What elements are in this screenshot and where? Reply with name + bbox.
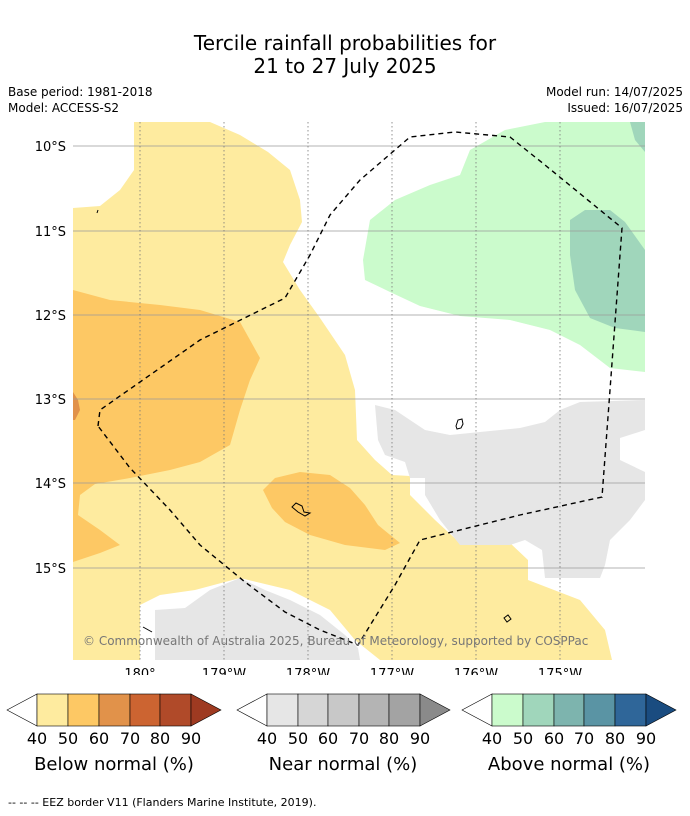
tick-label: 60 (89, 729, 109, 748)
colorbar-near-normal (236, 693, 451, 727)
colorbar-near-arrow-high (419, 693, 451, 727)
colorbar-near-cell (358, 693, 390, 727)
meta-right: Model run: 14/07/2025 Issued: 16/07/2025 (546, 84, 683, 116)
colorbar-near-arrow-low (236, 693, 268, 727)
above-normal-50-60-corner (630, 122, 645, 152)
lat-labels: 10°S 11°S 12°S 13°S 14°S 15°S (35, 140, 66, 577)
map-area: © Commonwealth of Australia 2025, Bureau… (73, 122, 645, 660)
model-run: Model run: 14/07/2025 (545, 85, 683, 99)
base-period: Base period: 1981-2018 (8, 85, 153, 99)
lat-label: 12°S (35, 309, 66, 324)
colorbar-below-cell (67, 693, 100, 727)
title-line-1: Tercile rainfall probabilities for (193, 31, 497, 55)
copyright-credit: © Commonwealth of Australia 2025, Bureau… (83, 634, 588, 648)
tick-label: 60 (318, 729, 338, 748)
lon-label: 177°W (370, 667, 414, 675)
lat-label: 13°S (35, 393, 66, 408)
colorbar-below-cell (159, 693, 192, 727)
tick-label: 90 (181, 729, 201, 748)
island-outline (291, 502, 312, 517)
colorbar-above-cell (522, 693, 555, 727)
legend: 40 50 60 70 80 90 Below normal (%) 40 50… (6, 693, 677, 775)
lon-label: 175°W (538, 667, 582, 675)
tick-label: 70 (120, 729, 140, 748)
legend-near-title: Near normal (%) (269, 754, 418, 775)
gridlines (73, 122, 645, 660)
tick-label: 60 (544, 729, 564, 748)
lat-label: 11°S (35, 225, 66, 240)
lon-label: 180° (124, 667, 155, 675)
lon-labels: 180° 179°W 178°W 177°W 176°W 175°W (124, 667, 582, 675)
tick-label: 50 (513, 729, 533, 748)
meta-left: Base period: 1981-2018 Model: ACCESS-S2 (8, 84, 153, 116)
tick-label: 40 (257, 729, 277, 748)
eez-border (97, 131, 623, 646)
lon-label: 176°W (454, 667, 498, 675)
colorbar-near-cell (327, 693, 360, 727)
lat-label: 14°S (35, 477, 66, 492)
near-normal-south-region (155, 578, 360, 660)
model-name: Model: ACCESS-S2 (8, 101, 120, 115)
below-normal-50-60-centre (263, 472, 400, 550)
tick-label: 50 (58, 729, 78, 748)
tick-label: 40 (482, 729, 502, 748)
colorbar-above-arrow-high (645, 693, 677, 727)
colorbar-above-normal (461, 693, 677, 727)
lat-label: 15°S (35, 562, 66, 577)
near-normal-east-region (375, 400, 645, 578)
legend-below-title: Below normal (%) (34, 754, 194, 775)
lon-label: 178°W (286, 667, 330, 675)
colorbar-above-cell (553, 693, 585, 727)
colorbar-below-ticks: 40 50 60 70 80 90 (27, 729, 201, 748)
colorbar-below-cell (129, 693, 161, 727)
colorbar-above-ticks: 40 50 60 70 80 90 (482, 729, 656, 748)
title-line-2: 21 to 27 July 2025 (253, 54, 437, 78)
eez-border-note: -- -- -- EEZ border V11 (Flanders Marine… (8, 796, 317, 809)
tick-label: 70 (349, 729, 369, 748)
eez-border-fragment (96, 209, 99, 214)
map-title: Tercile rainfall probabilities for 21 to… (0, 32, 690, 78)
lat-label: 10°S (35, 140, 66, 155)
island-outline (455, 418, 464, 430)
colorbar-below-arrow-high (190, 693, 222, 727)
colorbar-near-cell (297, 693, 329, 727)
colorbar-near-ticks: 40 50 60 70 80 90 (257, 729, 430, 748)
colorbar-above-arrow-low (461, 693, 493, 727)
legend-above-title: Above normal (%) (488, 754, 650, 775)
tick-label: 80 (379, 729, 399, 748)
colorbar-below-cell (36, 693, 69, 727)
island-outline (503, 614, 512, 623)
colorbar-above-cell (491, 693, 524, 727)
probability-map: © Commonwealth of Australia 2025, Bureau… (35, 122, 645, 675)
colorbar-above-cell (583, 693, 616, 727)
tick-label: 90 (410, 729, 430, 748)
colorbar-below-arrow-low (6, 693, 38, 727)
tick-label: 70 (574, 729, 594, 748)
below-normal-50-60-west (73, 290, 260, 562)
colorbar-below-cell (98, 693, 131, 727)
tick-label: 40 (27, 729, 47, 748)
below-normal-40-50-region (73, 122, 612, 660)
above-normal-50-60-region (570, 210, 645, 332)
colorbar-below-normal (6, 693, 222, 727)
lon-label: 179°W (202, 667, 246, 675)
colorbar-near-cell (266, 693, 299, 727)
colorbar-above-cell (614, 693, 647, 727)
tick-label: 50 (288, 729, 308, 748)
tick-label: 90 (636, 729, 656, 748)
issued-date: Issued: 16/07/2025 (567, 101, 683, 115)
eez-border-fragment (142, 626, 153, 633)
colorbar-near-cell (388, 693, 421, 727)
tick-label: 80 (150, 729, 170, 748)
tick-label: 80 (605, 729, 625, 748)
above-normal-40-50-region (363, 122, 645, 372)
